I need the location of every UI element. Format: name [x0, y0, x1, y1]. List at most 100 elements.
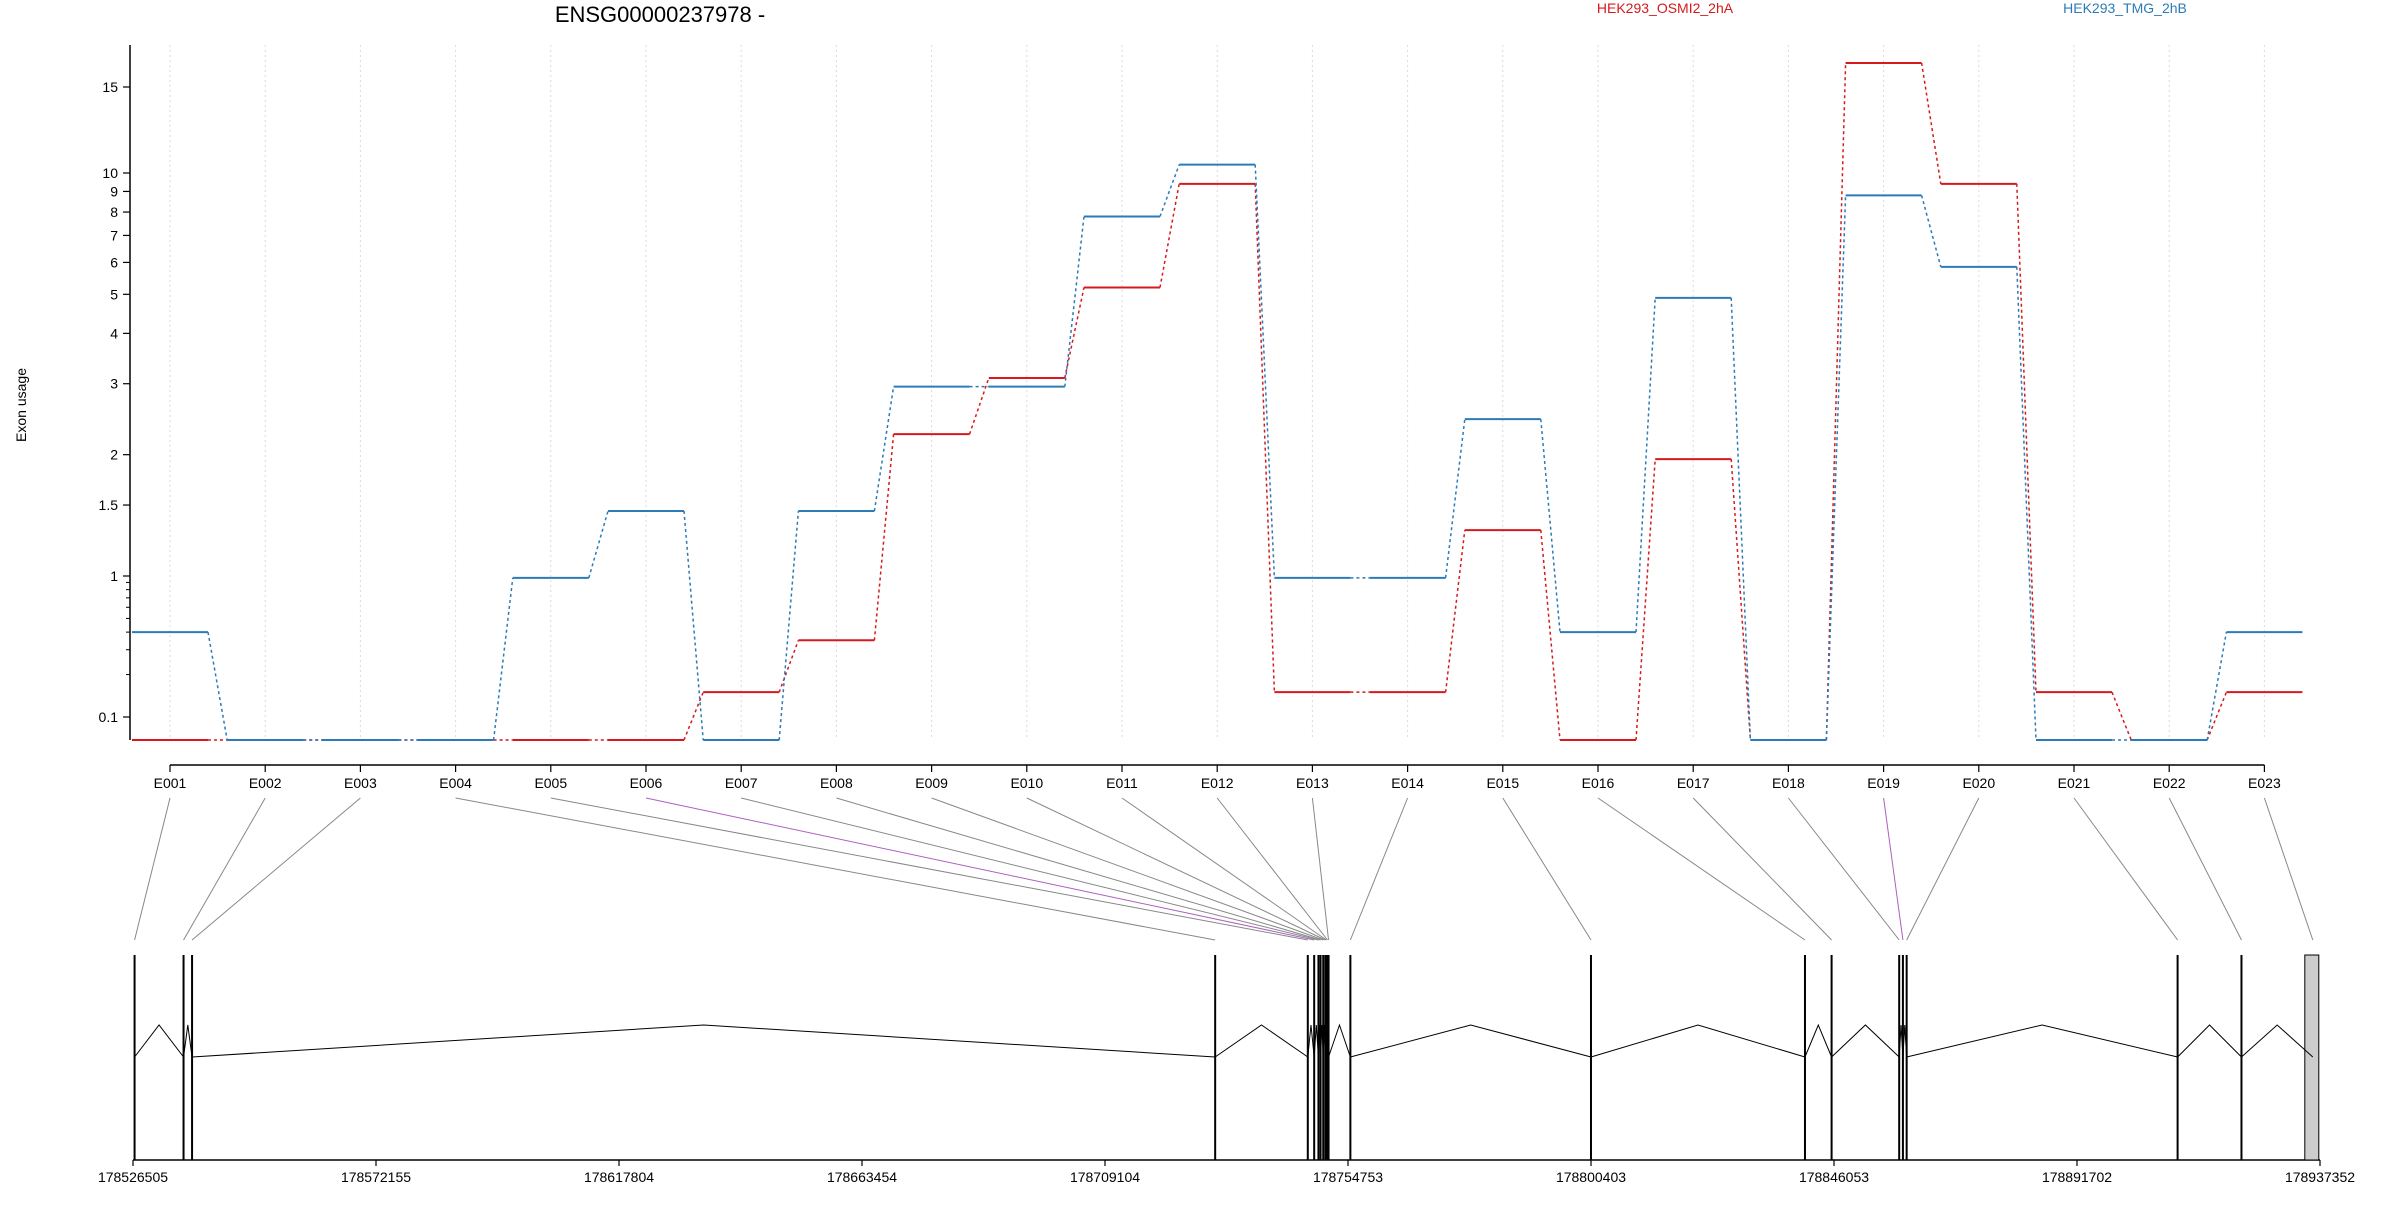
x-tick-label: E004 — [439, 775, 472, 791]
x-tick-label: E021 — [2058, 775, 2091, 791]
x-tick-label: E011 — [1106, 775, 1138, 791]
series-connector — [1825, 62, 1847, 741]
series-tmg — [132, 163, 2303, 741]
exon-connector — [1692, 797, 1832, 941]
series-connector — [588, 510, 609, 579]
series-connector — [1540, 530, 1561, 741]
exon-connector — [931, 797, 1324, 941]
exon-connector — [183, 797, 266, 941]
series-osmi2 — [132, 61, 2303, 741]
series-connector — [2016, 183, 2037, 693]
y-axis-label: Exon usage — [13, 368, 29, 442]
legend-entry-tmg: HEK293_TMG_2hB — [2063, 0, 2187, 16]
x-tick-label: E012 — [1201, 775, 1234, 791]
exon-connector — [2263, 797, 2314, 941]
series-connector — [873, 434, 895, 641]
intron-line — [1350, 1024, 1592, 1058]
exon-connector — [645, 797, 1315, 941]
exon-connector — [1121, 797, 1327, 941]
y-tick-label: 10 — [102, 165, 118, 181]
series-connector — [968, 377, 990, 435]
exon-connector — [134, 797, 171, 941]
y-tick-label: 3 — [110, 376, 118, 392]
y-tick-label: 7 — [110, 227, 118, 243]
x-tick-label: E017 — [1677, 775, 1710, 791]
axes: 0.1 1 1.5 2 3 4 5 6 7 8 9 10 15 E001 E002 E003 E004 E005 E… — [99, 45, 2281, 791]
exon-connector — [1216, 797, 1328, 941]
x-tick-label: E022 — [2153, 775, 2186, 791]
intron-line — [134, 1024, 184, 1058]
series-connector — [1540, 419, 1561, 633]
gene-model: 178526505 178572155 178617804 178663454 1787… — [98, 954, 2355, 1185]
y-tick-label: 15 — [102, 79, 118, 95]
x-tick-label: E007 — [725, 775, 758, 791]
series-connector — [2016, 266, 2037, 741]
x-tick-label: E001 — [154, 775, 187, 791]
y-tick-label: 6 — [110, 254, 118, 270]
series-connector — [1064, 216, 1085, 387]
x-tick-label: E009 — [915, 775, 948, 791]
genomic-tick-label: 178572155 — [341, 1169, 411, 1185]
exon-connector — [1597, 797, 1806, 941]
grid-layer — [169, 45, 2265, 740]
exon-connector — [191, 797, 361, 941]
series-connector — [1444, 529, 1466, 693]
intron-line — [1902, 1024, 1908, 1058]
intron-line — [1831, 1024, 1900, 1058]
chart-title: ENSG00000237978 - — [555, 2, 765, 27]
series-connector — [492, 577, 514, 741]
legend-entry-osmi2: HEK293_OSMI2_2hA — [1597, 0, 1734, 16]
y-tick-label: 0.1 — [99, 709, 119, 725]
x-tick-label: E023 — [2248, 775, 2281, 791]
y-tick-label: 2 — [110, 447, 118, 463]
genomic-tick-label: 178891702 — [2042, 1169, 2112, 1185]
intron-line — [183, 1024, 193, 1058]
series-connector — [683, 691, 704, 741]
exon-connector — [455, 797, 1216, 941]
series-connector — [2111, 691, 2132, 741]
x-tick-label: E008 — [820, 775, 853, 791]
intron-line — [1590, 1024, 1806, 1058]
intron-line — [1328, 1023, 1351, 1058]
series-connector — [778, 510, 800, 741]
x-tick-label: E005 — [534, 775, 567, 791]
exon-connector — [836, 797, 1321, 941]
series-connector — [1730, 459, 1752, 741]
series-connector — [2206, 631, 2228, 741]
series-connector — [1920, 62, 1942, 184]
x-tick-label: E015 — [1486, 775, 1519, 791]
exon-connector — [1788, 797, 1900, 941]
x-tick-label: E018 — [1772, 775, 1805, 791]
series-connector — [1635, 297, 1656, 633]
x-tick-label: E020 — [1962, 775, 1995, 791]
x-tick-label: E013 — [1296, 775, 1329, 791]
x-tick-label: E003 — [344, 775, 377, 791]
series-connector — [1444, 419, 1466, 578]
series-connector — [1254, 164, 1276, 578]
intron-line — [1214, 1024, 1309, 1058]
intron-line — [1313, 1024, 1319, 1058]
y-tick-label: 5 — [110, 286, 118, 302]
y-tick-label: 1 — [110, 568, 118, 584]
series-connector — [1825, 195, 1847, 741]
intron-line — [192, 1024, 1216, 1058]
genomic-tick-label: 178709104 — [1070, 1169, 1140, 1185]
genomic-tick-label: 178617804 — [584, 1169, 654, 1185]
intron-line — [2177, 1024, 2242, 1058]
series-connector — [1159, 164, 1180, 217]
exon-connector — [1906, 797, 1980, 941]
series-connector — [683, 510, 704, 741]
y-tick-label: 1.5 — [99, 497, 119, 513]
y-tick-label: 8 — [110, 204, 118, 220]
exon-connector — [1502, 797, 1592, 941]
exon-box — [2304, 954, 2320, 1161]
intron-line — [1320, 1024, 1324, 1058]
exon-connector — [1026, 797, 1326, 941]
series-connector — [1920, 195, 1942, 268]
genomic-tick-label: 178846053 — [1799, 1169, 1869, 1185]
series-connector — [207, 631, 228, 741]
x-tick-label: E014 — [1391, 775, 1424, 791]
series-connector — [778, 640, 800, 693]
